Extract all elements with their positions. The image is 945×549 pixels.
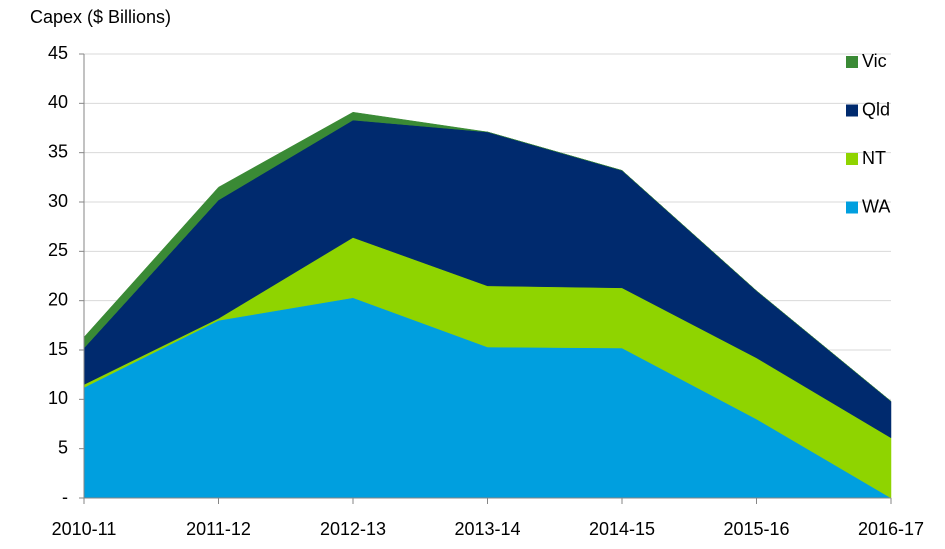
y-tick-label: 30 (48, 191, 68, 211)
x-tick-label: 2015-16 (723, 519, 789, 539)
x-tick-label: 2012-13 (320, 519, 386, 539)
x-tick-label: 2014-15 (589, 519, 655, 539)
y-tick-label: 35 (48, 141, 68, 161)
legend-label: Vic (862, 51, 887, 71)
x-tick-label: 2016-17 (858, 519, 924, 539)
y-tick-label: 45 (48, 43, 68, 63)
legend-swatch (846, 153, 858, 165)
legend-swatch (846, 104, 858, 117)
y-axis-label: Capex ($ Billions) (30, 7, 171, 27)
legend-swatch (846, 56, 858, 68)
y-tick-label: 5 (58, 437, 68, 457)
x-tick-label: 2010-11 (52, 519, 117, 539)
legend-swatch (846, 201, 858, 214)
y-tick-label: 15 (48, 339, 68, 359)
area (83, 111, 892, 402)
legend-label: Qld (862, 99, 890, 119)
legend-label: WA (862, 196, 890, 216)
y-tick-label: - (62, 487, 68, 507)
y-tick-label: 40 (48, 92, 68, 112)
x-tick-label: 2011-12 (186, 519, 251, 539)
legend-label: NT (862, 148, 886, 168)
x-tick-label: 2013-14 (454, 519, 520, 539)
y-tick-label: 10 (48, 388, 68, 408)
y-tick-label: 25 (48, 240, 68, 260)
y-tick-label: 20 (48, 289, 68, 309)
